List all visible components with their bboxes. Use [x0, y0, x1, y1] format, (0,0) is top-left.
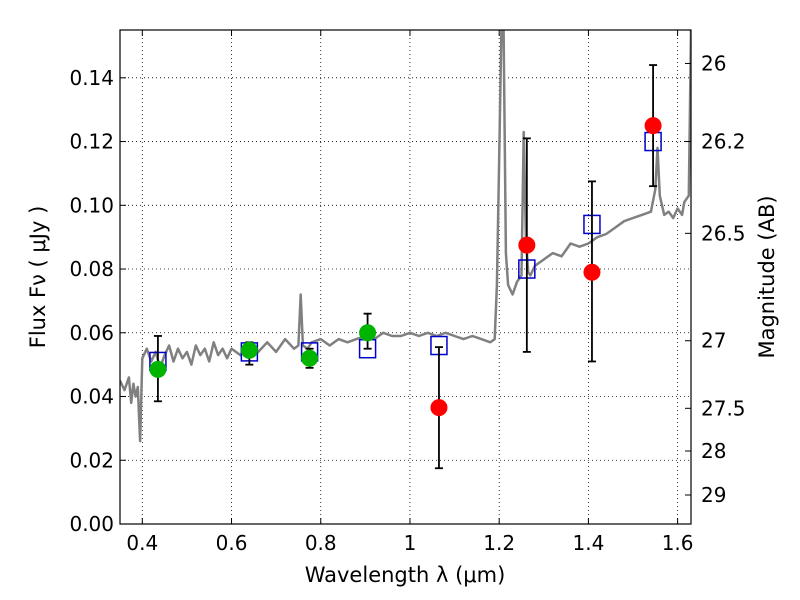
plot-frame: [119, 29, 692, 525]
data-point: [583, 263, 601, 281]
y-axis-label: Flux Fν ( μJy ): [26, 206, 50, 349]
x-tick-label: 1.2: [483, 531, 515, 555]
data-point: [518, 236, 536, 254]
markers: [149, 64, 662, 470]
x-axis-label: Wavelength λ (μm): [305, 563, 506, 587]
y-tick-label: 0.12: [69, 130, 114, 154]
axes: 0.4 0.6 0.8 1 1.2 1.4 1.6 0.00 0.02 0.04 0.06 0.08 0…: [69, 30, 746, 555]
right-tick-label: 27: [701, 329, 726, 353]
data-point: [301, 349, 319, 367]
right-tick-label: 26: [701, 51, 726, 75]
y-tick-label: 0.06: [69, 321, 114, 345]
data-point: [359, 324, 377, 342]
right-tick-label: 29: [701, 483, 726, 507]
x-tick-label: 1.4: [572, 531, 604, 555]
x-tick-label: 0.6: [216, 531, 248, 555]
y-tick-label: 0.14: [69, 66, 114, 90]
right-tick-label: 28: [701, 439, 726, 463]
y-tick-label: 0.04: [69, 385, 114, 409]
y-tick-label: 0.08: [69, 257, 114, 281]
plot-area: [120, 30, 691, 443]
y-tick-label: 0.10: [69, 193, 114, 217]
right-tick-label: 26.2: [701, 130, 746, 154]
right-tick-label: 26.5: [701, 221, 746, 245]
data-point: [430, 399, 448, 417]
y-tick-label: 0.02: [69, 448, 114, 472]
right-tick-label: 27.5: [701, 396, 746, 420]
x-tick-label: 0.4: [126, 531, 158, 555]
data-point: [149, 360, 167, 378]
x-tick-label: 1.6: [662, 531, 694, 555]
data-point: [240, 341, 258, 359]
data-point: [644, 117, 662, 135]
model-spectrum-line: [120, 30, 691, 443]
y-tick-label: 0.00: [69, 512, 114, 536]
grid: [120, 30, 691, 525]
right-axis-label: Magnitude (AB): [755, 195, 779, 358]
x-tick-label: 0.8: [305, 531, 337, 555]
x-tick-label: 1: [404, 531, 417, 555]
